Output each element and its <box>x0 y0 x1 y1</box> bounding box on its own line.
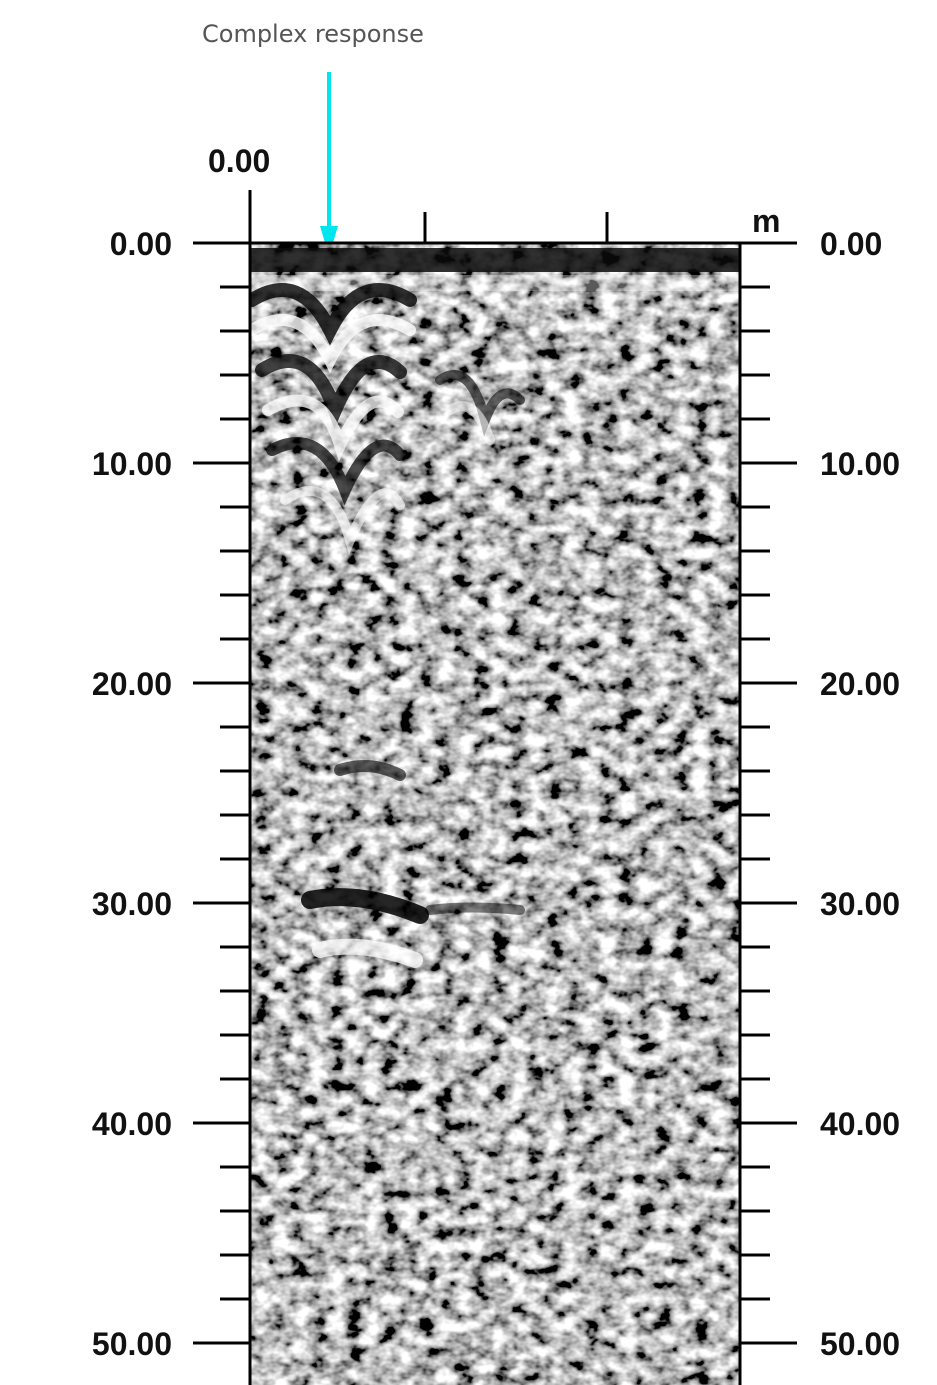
right-depth-label: 30.00 <box>820 886 900 922</box>
top-axis-unit-label: m <box>752 203 780 239</box>
right-depth-label: 0.00 <box>820 226 882 262</box>
right-depth-label: 40.00 <box>820 1106 900 1142</box>
annotation-arrow <box>320 72 338 256</box>
left-depth-label: 10.00 <box>92 446 172 482</box>
left-depth-label: 40.00 <box>92 1106 172 1142</box>
left-depth-label: 0.00 <box>110 226 172 262</box>
left-depth-label: 20.00 <box>92 666 172 702</box>
left-depth-label: 30.00 <box>92 886 172 922</box>
top-axis-origin-label: 0.00 <box>208 143 270 179</box>
complex-response-reflections <box>250 283 525 968</box>
right-depth-label: 50.00 <box>820 1326 900 1362</box>
radargram-image <box>250 243 740 1385</box>
left-depth-label: 50.00 <box>92 1326 172 1362</box>
left-depth-axis: 0.00 10.00 20.00 30.00 40.00 50.00 <box>92 226 250 1362</box>
right-depth-label: 10.00 <box>820 446 900 482</box>
right-depth-axis: 0.00 10.00 20.00 30.00 40.00 50.00 <box>740 226 900 1362</box>
top-axis: 0.00 m <box>208 143 780 243</box>
right-depth-label: 20.00 <box>820 666 900 702</box>
annotation-label: Complex response <box>202 20 424 48</box>
